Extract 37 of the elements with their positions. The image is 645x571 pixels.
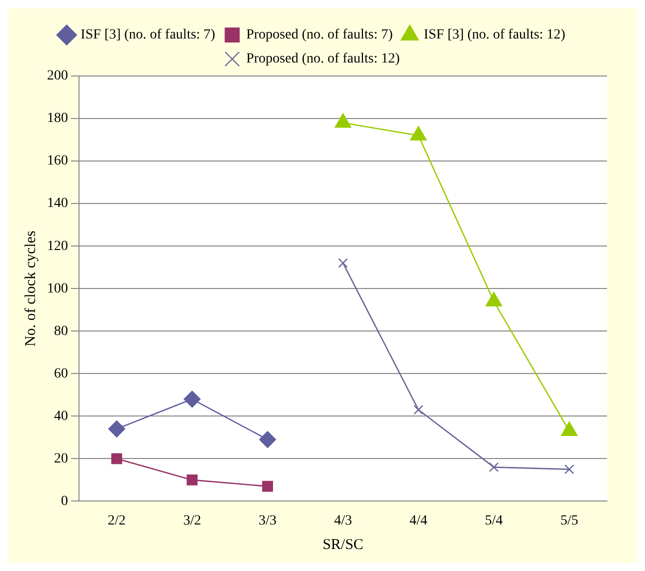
point	[334, 113, 352, 128]
point	[410, 126, 427, 141]
point	[186, 474, 198, 486]
y-tick-label: 100	[47, 281, 68, 296]
point	[111, 453, 122, 464]
x-tick-label: 3/2	[183, 513, 202, 528]
y-tick-label: 40	[54, 408, 68, 424]
x-tick-label: 4/3	[334, 513, 352, 528]
y-tick-label: 80	[54, 324, 68, 339]
legend-label: ISF [3] (no. of faults: 7)	[80, 28, 216, 43]
y-tick-label: 160	[47, 154, 68, 169]
y-tick-label: 140	[47, 196, 68, 212]
y-tick-label: 120	[47, 238, 68, 254]
point	[259, 431, 276, 448]
point	[489, 462, 499, 472]
point	[262, 480, 274, 492]
point	[184, 390, 201, 408]
point	[414, 404, 424, 415]
y-tick-label: 200	[47, 68, 68, 84]
y-tick-label: 20	[54, 451, 68, 466]
point	[338, 258, 348, 268]
x-axis-title: SR/SC	[322, 536, 364, 553]
x-tick-label: 5/4	[484, 513, 503, 528]
x-tick-label: 2/2	[108, 513, 126, 528]
y-tick-label: 60	[54, 366, 68, 382]
y-tick-label: 0	[61, 494, 68, 509]
x-tick-label: 3/3	[258, 513, 277, 528]
legend-label: Proposed (no. of faults: 7)	[246, 28, 394, 43]
x-tick-label: 5/5	[560, 513, 578, 528]
point	[108, 420, 126, 438]
legend-label: Proposed (no. of faults: 12)	[246, 52, 400, 67]
x-tick-label: 4/4	[409, 513, 428, 528]
y-tick-label: 180	[47, 111, 68, 126]
legend-label: ISF [3] (no. of faults: 12)	[424, 28, 566, 43]
point	[564, 464, 574, 474]
y-axis-title: No. of clock cycles	[22, 230, 39, 346]
point	[486, 292, 502, 306]
